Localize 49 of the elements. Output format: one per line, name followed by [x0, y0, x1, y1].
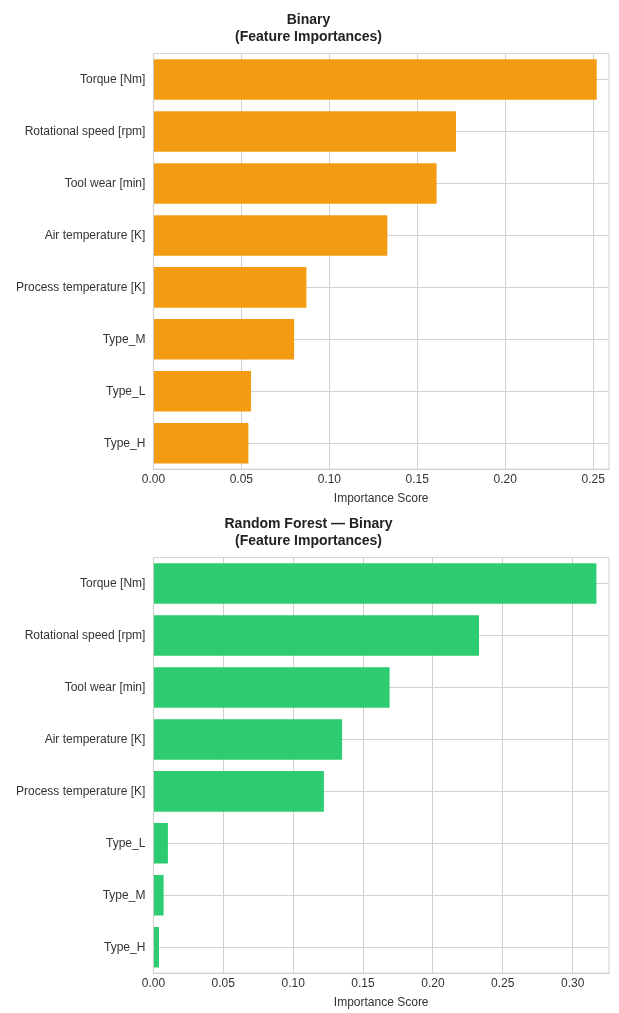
x-tick-label: 0.25 — [581, 471, 606, 486]
x-axis-title: Importance Score — [333, 491, 429, 506]
y-tick-label: Type_L — [106, 383, 146, 398]
x-tick-label: 0.15 — [351, 975, 376, 990]
x-tick-label: 0.00 — [141, 975, 166, 990]
y-tick-label: Rotational speed [rpm] — [24, 627, 146, 642]
bar — [153, 267, 307, 308]
y-tick-label: Type_L — [106, 835, 146, 850]
x-tick-label: 0.30 — [560, 975, 585, 990]
bar — [153, 111, 456, 152]
bar — [153, 615, 480, 656]
x-axis-title: Importance Score — [333, 995, 429, 1010]
x-tick-label: 0.20 — [421, 975, 445, 990]
bar — [153, 319, 295, 360]
bar — [153, 926, 159, 968]
x-tick-label: 0.10 — [317, 471, 342, 486]
y-tick-label: Rotational speed [rpm] — [24, 123, 146, 138]
x-tick-label: 0.20 — [493, 471, 518, 486]
x-tick-label: 0.00 — [141, 471, 166, 486]
y-tick-label: Tool wear [min] — [64, 679, 146, 694]
x-tick-label: 0.10 — [281, 975, 306, 990]
bar — [153, 563, 597, 604]
y-tick-label: Tool wear [min] — [64, 175, 146, 190]
bar — [153, 59, 597, 100]
y-tick-label: Type_M — [102, 887, 146, 902]
bar — [153, 875, 164, 916]
x-tick-label: 0.05 — [229, 471, 254, 486]
y-tick-label: Type_H — [104, 435, 146, 450]
y-tick-label: Torque [Nm] — [80, 71, 146, 86]
chart-title: Random Forest — Binary (Feature Importances) — [224, 515, 393, 549]
chart-title: Binary (Feature Importances) — [234, 11, 383, 45]
bar — [153, 163, 437, 204]
y-tick-label: Type_M — [102, 331, 146, 346]
bar — [153, 771, 324, 812]
y-tick-label: Air temperature [K] — [44, 227, 146, 242]
x-tick-label: 0.25 — [491, 975, 515, 990]
x-tick-label: 0.05 — [211, 975, 236, 990]
y-tick-label: Process temperature [K] — [16, 783, 146, 798]
x-tick-label: 0.15 — [405, 471, 430, 486]
y-tick-label: Air temperature [K] — [44, 731, 146, 746]
bar — [153, 422, 249, 464]
y-tick-label: Type_H — [104, 939, 146, 954]
bar — [153, 719, 343, 760]
bar — [153, 823, 168, 864]
bar — [153, 215, 388, 256]
bar — [153, 667, 390, 708]
y-tick-label: Torque [Nm] — [80, 575, 146, 590]
bar — [153, 371, 252, 412]
y-tick-label: Process temperature [K] — [16, 279, 146, 294]
